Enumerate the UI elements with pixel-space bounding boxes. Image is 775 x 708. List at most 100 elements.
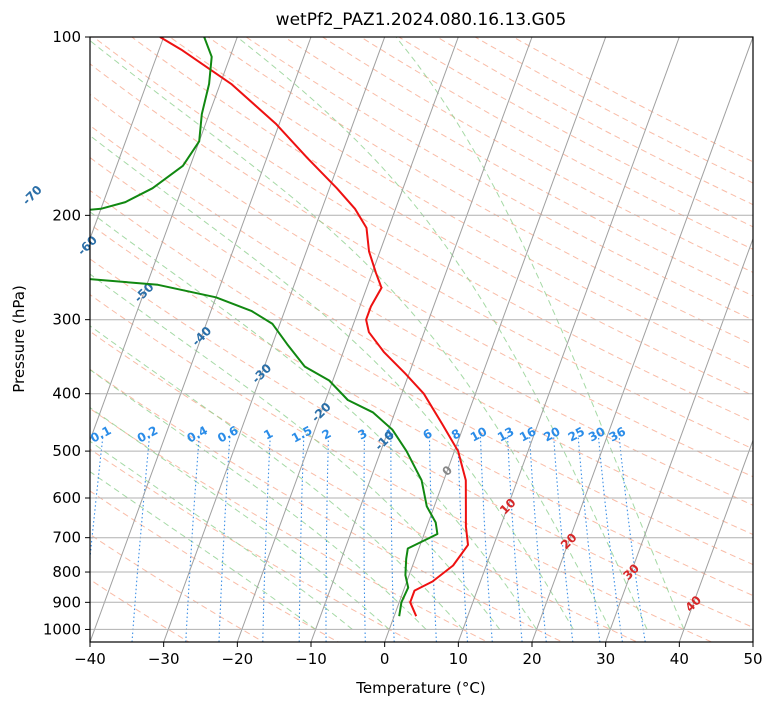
dry-adiabat [169, 37, 753, 371]
y-tick-label: 100 [52, 28, 81, 46]
axes: −40 −30 −20 −10 0 10 20 30 40 50 100 200 300 400 500 60… [43, 28, 763, 668]
moist-adiabat [90, 273, 501, 630]
mixing-ratio-line [363, 435, 366, 642]
isotherm-line [457, 37, 680, 642]
isotherm-line [310, 37, 533, 642]
dry-adiabat [207, 37, 753, 346]
dry-adiabat [130, 37, 753, 397]
y-tick-label: 400 [52, 385, 81, 403]
x-tick-label: −40 [74, 650, 106, 668]
temperature-profile [159, 37, 469, 617]
y-tick-label: 800 [52, 563, 81, 581]
dry-adiabat [90, 448, 415, 642]
y-tick-label: 600 [52, 489, 81, 507]
isotherm-label: -70 [20, 183, 45, 208]
mixing-ratio-label: 0.2 [135, 423, 160, 445]
mixing-ratio-line [390, 435, 395, 642]
y-tick-label: 500 [52, 442, 81, 460]
moist-adiabat [90, 211, 537, 630]
background-lines [90, 37, 753, 642]
x-axis-title: Temperature (°C) [355, 679, 485, 697]
mixing-ratio-line [457, 435, 469, 642]
x-tick-label: 10 [449, 650, 468, 668]
mixing-ratio-label: 0.4 [185, 423, 210, 445]
dry-adiabat [283, 37, 753, 297]
mixing-ratio-label: 25 [566, 424, 587, 444]
mixing-ratio-line [298, 435, 305, 642]
dry-adiabat [90, 223, 753, 597]
dry-adiabat [90, 533, 265, 642]
y-tick-label: 900 [52, 593, 81, 611]
isotherm-line [605, 237, 753, 642]
dry-adiabat [245, 37, 753, 321]
moist-adiabat [395, 37, 685, 630]
x-tick-label: 0 [380, 650, 390, 668]
x-tick-label: 50 [743, 650, 762, 668]
mixing-ratio-label: 30 [586, 424, 607, 444]
mixing-ratio-line [618, 435, 646, 642]
dry-adiabat [321, 37, 753, 273]
isotherm-label: -60 [75, 233, 100, 258]
mixing-ratio-label: 16 [517, 424, 538, 444]
dry-adiabat [436, 37, 753, 206]
dry-adiabat [90, 93, 753, 478]
isotherm-line [163, 37, 386, 642]
profiles [90, 37, 469, 617]
mixing-ratio-line [479, 435, 493, 642]
y-axis-title: Pressure (hPa) [10, 285, 28, 393]
moist-adiabat [90, 471, 316, 630]
moist-adiabat [90, 407, 390, 630]
dewpoint-profile [90, 37, 439, 617]
moist-adiabat [90, 325, 464, 630]
mixing-ratio-label: 3 [356, 426, 370, 442]
mixing-ratio-label: 10 [468, 424, 489, 444]
dry-adiabat [90, 258, 753, 628]
mixing-ratio-line [577, 435, 601, 642]
y-tick-label: 300 [52, 311, 81, 329]
mixing-ratio-label: 13 [495, 424, 516, 444]
isotherm-label: 30 [620, 561, 642, 583]
x-tick-label: −20 [222, 650, 254, 668]
mixing-ratio-line [185, 435, 200, 642]
y-tick-label: 1000 [43, 620, 81, 638]
isotherm-label: 40 [682, 593, 704, 615]
plot-frame [89, 36, 754, 643]
isotherm-line [236, 37, 459, 642]
dry-adiabat [90, 490, 340, 642]
mixing-ratio-label: 0.1 [88, 423, 113, 445]
x-tick-label: −30 [148, 650, 180, 668]
mixing-ratio-label: 20 [541, 424, 562, 444]
dry-adiabat [90, 156, 753, 536]
mixing-ratio-line [131, 435, 151, 642]
dry-adiabat [90, 124, 753, 506]
isotherm-line [90, 37, 165, 241]
mixing-ratio-line [597, 435, 623, 642]
x-tick-label: −10 [295, 650, 327, 668]
x-tick-label: 30 [596, 650, 615, 668]
dry-adiabat [90, 579, 190, 642]
mixing-ratio-label: 1 [261, 426, 275, 442]
isotherm-label: -30 [249, 361, 274, 386]
mixing-ratio-line [506, 435, 523, 642]
dry-adiabat [90, 189, 753, 566]
y-tick-label: 200 [52, 206, 81, 224]
dry-adiabat [397, 37, 753, 228]
dry-adiabat [90, 330, 639, 642]
mixing-ratio-line [528, 435, 547, 642]
isotherm-line [752, 640, 753, 642]
dry-adiabat [359, 37, 753, 250]
x-tick-label: 20 [522, 650, 541, 668]
mixing-ratio-line [325, 435, 330, 642]
mixing-ratio-line [218, 435, 231, 642]
isotherm-label: 10 [497, 496, 519, 518]
dry-adiabat [90, 294, 713, 642]
isotherm-label: -40 [189, 324, 214, 349]
moist-adiabat [90, 135, 574, 630]
moist-adiabat [236, 37, 648, 630]
mixing-ratio-line [552, 435, 574, 642]
x-tick-label: 40 [670, 650, 689, 668]
mixing-ratio-label: 36 [607, 424, 628, 444]
isotherm-line [678, 438, 753, 642]
mixing-ratio-label: 2 [320, 426, 334, 442]
